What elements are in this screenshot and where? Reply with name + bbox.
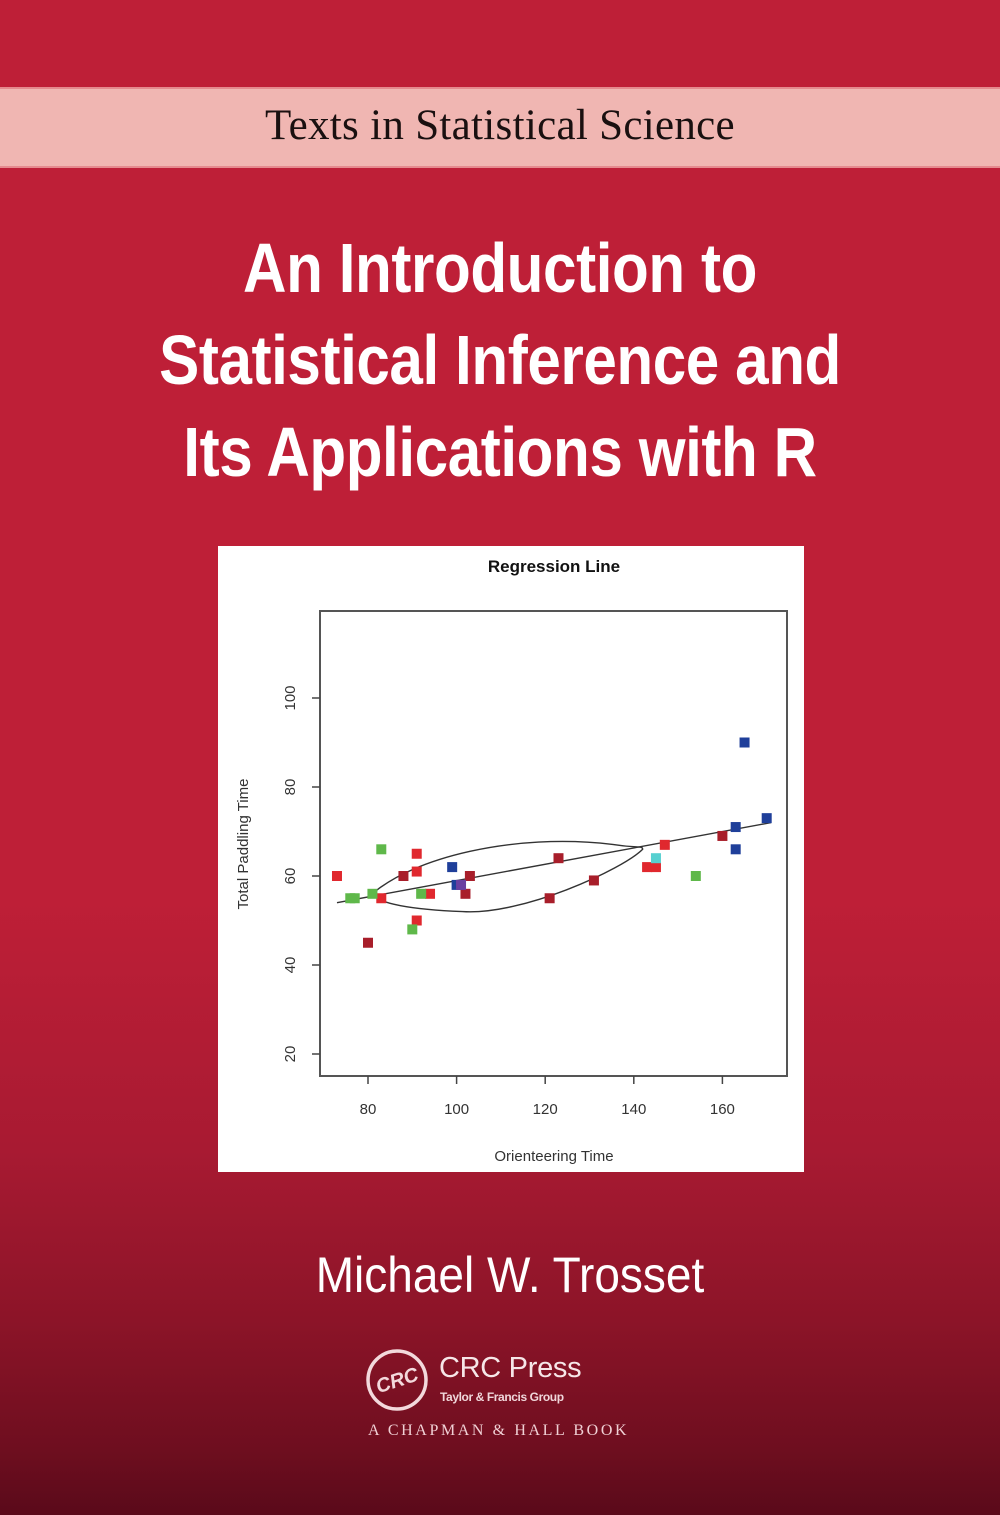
title-line-3: Its Applications with R <box>183 413 817 491</box>
data-point <box>588 875 599 886</box>
data-point <box>642 862 653 873</box>
data-point <box>544 893 555 904</box>
data-point <box>447 862 458 873</box>
title-line-1: An Introduction to <box>243 229 757 307</box>
crc-logo-icon: CRC <box>366 1349 428 1411</box>
data-point <box>411 866 422 877</box>
plot-frame <box>319 610 788 1077</box>
data-point <box>456 879 467 890</box>
data-point <box>717 830 728 841</box>
series-name: Texts in Statistical Science <box>265 102 735 149</box>
svg-text:CRC: CRC <box>373 1364 422 1398</box>
data-point <box>460 888 471 899</box>
data-point <box>398 871 409 881</box>
book-title: An Introduction to Statistical Inference… <box>0 222 1000 498</box>
data-points <box>331 737 772 948</box>
data-point <box>650 853 661 864</box>
x-tick-label: 140 <box>621 1101 646 1118</box>
data-point <box>411 848 422 859</box>
data-point <box>730 822 741 833</box>
y-axis: 20 40 60 80 100 <box>282 685 320 1062</box>
x-tick-label: 120 <box>533 1101 558 1118</box>
data-point <box>650 862 661 873</box>
chart-title: Regression Line <box>488 557 620 576</box>
regression-chart: Regression Line 80 100 120 140 160 20 40 60 80 1… <box>218 546 804 1172</box>
y-tick-label: 40 <box>282 957 299 974</box>
y-tick-label: 100 <box>282 685 299 710</box>
publisher-imprint: A CHAPMAN & HALL BOOK <box>368 1422 630 1439</box>
data-point <box>331 871 342 881</box>
data-point <box>659 839 670 850</box>
scatter-plot: Regression Line 80 100 120 140 160 20 40 60 80 1… <box>235 557 788 1165</box>
y-tick-label: 80 <box>282 779 299 796</box>
data-point <box>761 813 772 824</box>
y-tick-label: 20 <box>282 1046 299 1063</box>
confidence-ellipse <box>371 840 644 913</box>
publisher-name: CRC Press <box>439 1352 582 1384</box>
series-band: Texts in Statistical Science <box>0 87 1000 168</box>
data-point <box>553 853 564 864</box>
data-point <box>690 871 701 881</box>
x-tick-label: 80 <box>360 1101 377 1118</box>
data-point <box>349 893 360 904</box>
data-point <box>376 893 387 904</box>
data-point <box>416 888 427 899</box>
data-point <box>376 844 387 855</box>
data-point <box>367 888 378 899</box>
data-point <box>464 871 475 881</box>
author-name: Michael W. Trosset <box>315 1247 705 1303</box>
data-point <box>730 844 741 855</box>
x-axis-label: Orienteering Time <box>494 1148 613 1165</box>
publisher-group: Taylor & Francis Group <box>440 1390 564 1404</box>
data-point <box>739 737 750 748</box>
y-axis-label: Total Paddling Time <box>235 779 252 910</box>
publisher-block: CRC CRC Press Taylor & Francis Group A C… <box>365 1348 655 1448</box>
data-point <box>407 924 418 935</box>
x-tick-label: 160 <box>710 1101 735 1118</box>
y-tick-label: 60 <box>282 868 299 885</box>
data-point <box>363 937 373 948</box>
data-point <box>425 888 436 899</box>
data-point <box>411 915 422 926</box>
title-line-2: Statistical Inference and <box>159 321 841 399</box>
x-tick-label: 100 <box>444 1101 469 1118</box>
x-axis: 80 100 120 140 160 <box>360 1076 735 1118</box>
